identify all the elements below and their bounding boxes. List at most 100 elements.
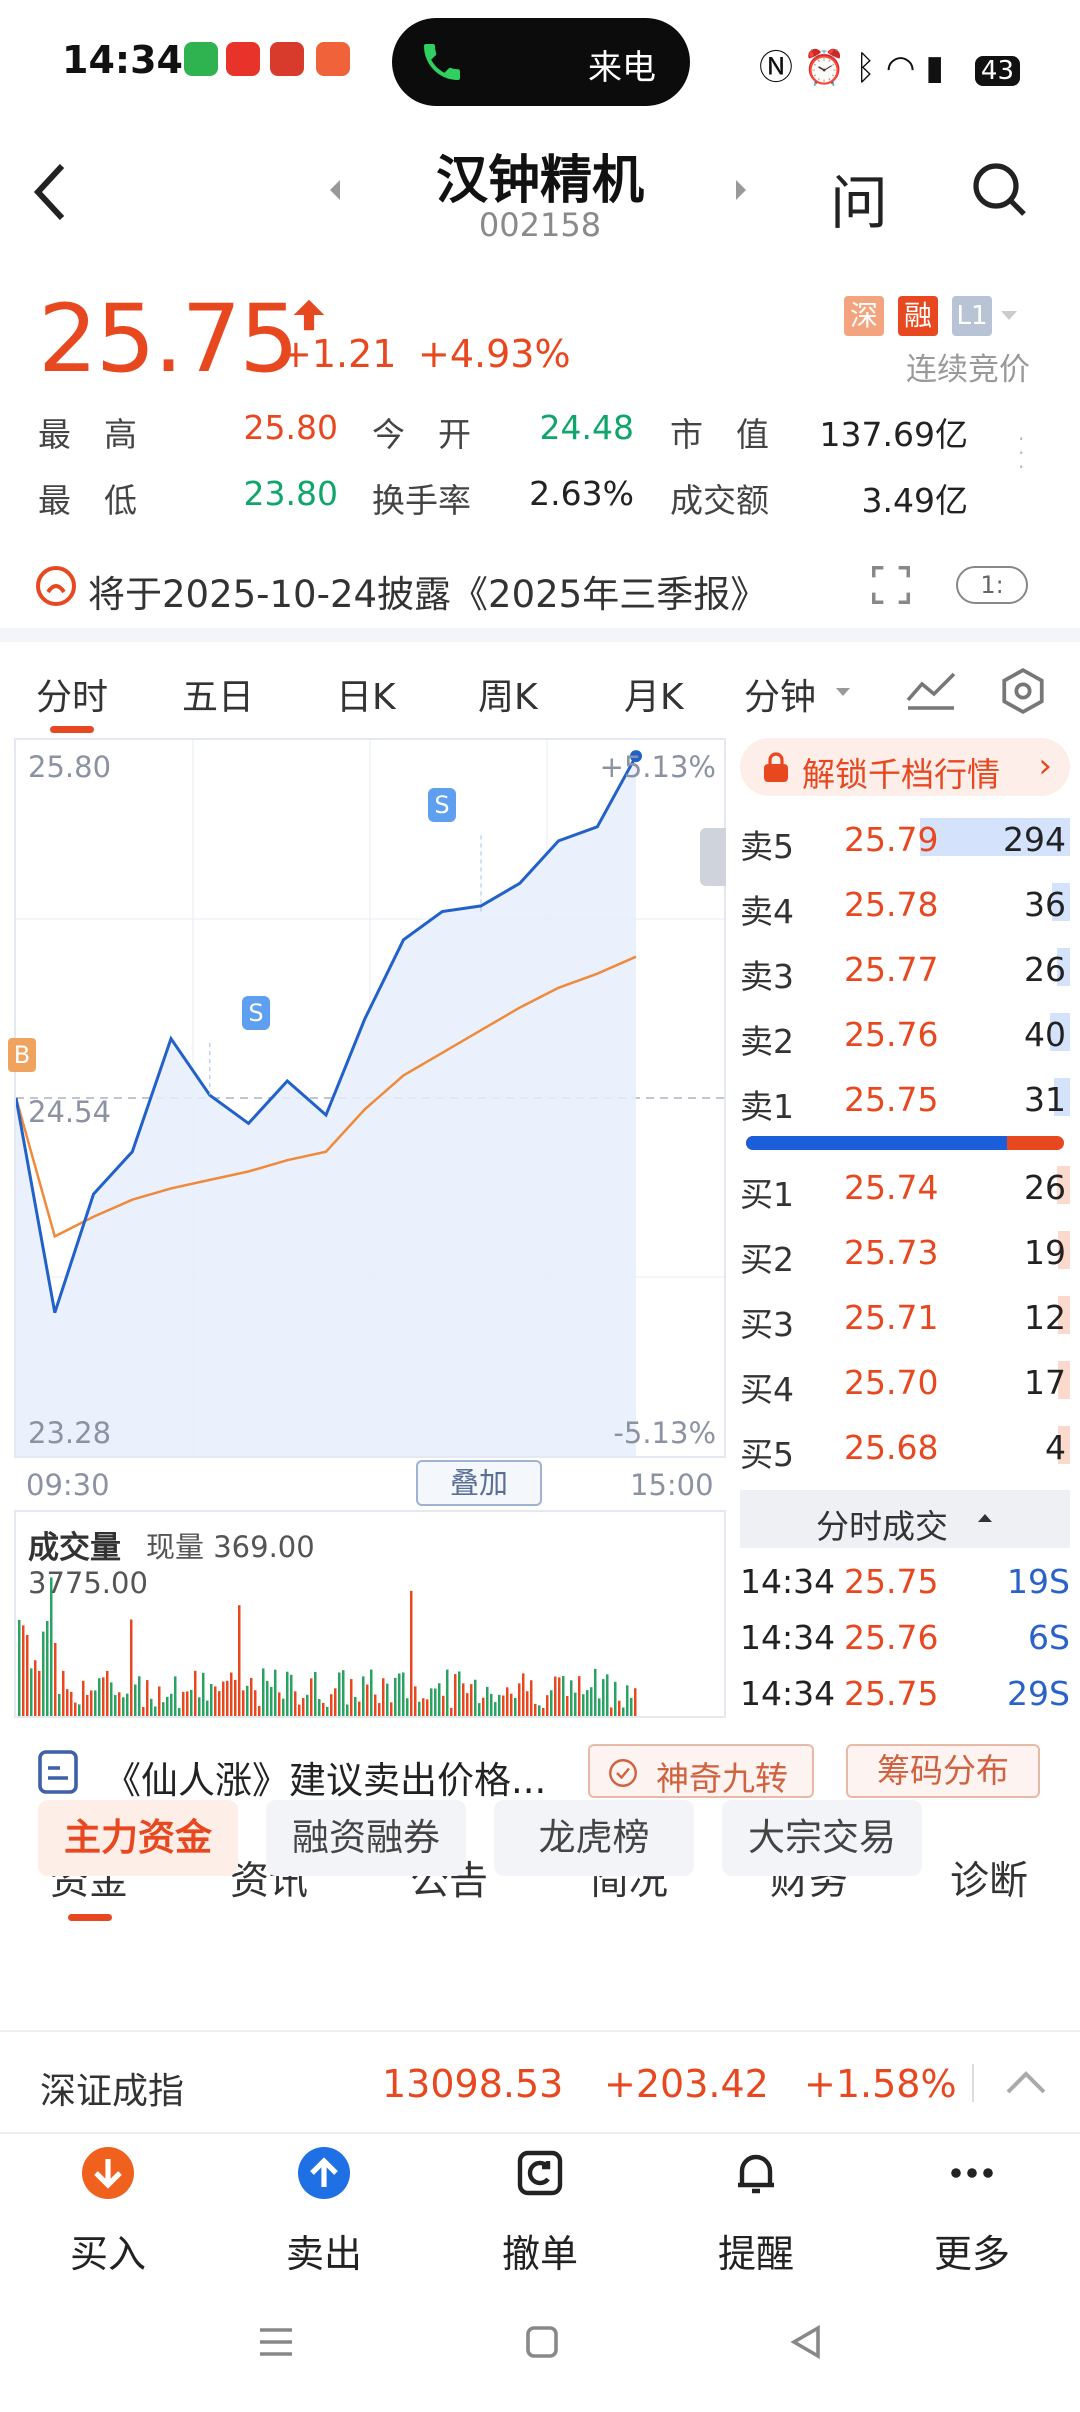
level-tag[interactable]: L1 [952,296,992,336]
volume-bar [330,1694,333,1716]
index-ticker[interactable]: 深证成指 13098.53 +203.42 +1.58% [0,2030,1080,2134]
volume-bar [438,1683,441,1716]
volume-bar [386,1683,389,1716]
back-nav-icon[interactable] [786,2322,826,2362]
tab-intraday[interactable]: 分时 [36,677,109,718]
volume-bar [110,1682,113,1716]
pill-block-trade[interactable]: 大宗交易 [722,1800,922,1876]
ask-row[interactable]: 卖3 25.77 26 [740,940,1070,1000]
expand-handle[interactable] [700,828,726,886]
ask-row[interactable]: 卖4 25.78 36 [740,875,1070,935]
signal-text[interactable]: 《仙人涨》建议卖出价格... [104,1759,547,1802]
ask-row[interactable]: 卖5 25.79 294 [740,810,1070,870]
volume-bar [594,1668,597,1716]
volume-bar [558,1677,561,1716]
settings-hex-icon[interactable] [998,666,1048,716]
chevron-up-icon[interactable] [1004,2068,1048,2096]
tab-five-day[interactable]: 五日 [182,677,255,718]
time-start-label: 09:30 [26,1468,110,1502]
volume-bar [622,1707,625,1716]
bid-row[interactable]: 买1 25.74 26 [740,1158,1070,1218]
buy-button[interactable]: 买入 [38,2145,178,2278]
bid-level-label: 买3 [740,1305,794,1344]
search-icon[interactable] [970,160,1030,220]
sell-button[interactable]: 卖出 [254,2145,394,2278]
unlock-depth-button[interactable]: 解锁千档行情 › [740,738,1070,796]
menu-nav-icon[interactable] [256,2322,296,2362]
screenshot-icon[interactable] [868,562,914,608]
volume-chart[interactable]: 成交量 现量 369.00 3775.00 [14,1510,726,1718]
ask-row[interactable]: 卖2 25.76 40 [740,1005,1070,1065]
back-icon[interactable] [30,162,70,222]
bid-level-label: 买5 [740,1435,794,1474]
last-price-dot [630,750,642,763]
tab-minute[interactable]: 分钟 [744,677,817,718]
more-button[interactable]: 更多 [902,2145,1042,2278]
check-circle-icon [609,1759,637,1787]
ask-button[interactable]: 问 [830,169,889,237]
volume-bar [442,1695,445,1716]
sell-marker[interactable]: S [428,788,456,822]
buy-marker[interactable]: B [8,1038,36,1072]
volume-bar [50,1577,53,1716]
tab-monthly-k[interactable]: 月K [624,677,684,718]
pill-main-funds[interactable]: 主力资金 [38,1800,238,1876]
volume-bar [234,1679,237,1716]
alarm-icon: ⏰ [802,48,856,88]
trading-status: 连续竞价 [906,352,1030,388]
volume-bar [258,1705,261,1716]
indicator-icon[interactable] [904,668,958,712]
overlay-button[interactable]: 叠加 [416,1460,542,1506]
volume-bar [326,1706,329,1716]
bid-row[interactable]: 买5 25.68 4 [740,1418,1070,1478]
alert-label: 提醒 [717,2232,794,2276]
more-label: 更多 [933,2232,1010,2276]
chart-prevclose-label: 24.54 [28,1095,112,1129]
tab-daily-k[interactable]: 日K [336,677,396,718]
pill-margin[interactable]: 融资融券 [266,1800,466,1876]
prev-stock-icon[interactable] [328,178,342,202]
volume-bar [130,1619,133,1716]
chip-distribution-button[interactable]: 筹码分布 [846,1744,1040,1798]
ask-row[interactable]: 卖1 25.75 31 [740,1070,1070,1130]
volume-bar [338,1672,341,1716]
bid-volume: 26 [1024,1168,1066,1207]
stat-value-low: 23.80 [243,474,338,513]
volume-bar [198,1697,201,1716]
notice-count-badge[interactable]: 1: [956,566,1028,604]
volume-bar [502,1695,505,1716]
pill-dragon-tiger[interactable]: 龙虎榜 [494,1800,694,1876]
cancel-order-button[interactable]: 撤单 [470,2145,610,2278]
volume-bar [374,1694,377,1716]
magic-nine-button[interactable]: 神奇九转 [588,1744,814,1798]
volume-bar [242,1690,245,1716]
news-app-icon [270,42,304,76]
chevron-down-icon[interactable] [998,308,1020,324]
next-stock-icon[interactable] [734,178,748,202]
bid-price: 25.73 [844,1233,939,1272]
trades-header[interactable]: 分时成交 [740,1490,1070,1548]
earnings-notice[interactable]: 将于2025-10-24披露《2025年三季报》 [88,573,768,616]
buy-icon [82,2147,134,2199]
trade-row: 14:34 25.76 6S [740,1618,1070,1668]
sell-marker[interactable]: S [242,996,270,1030]
chevron-down-icon[interactable] [834,686,852,698]
home-nav-icon[interactable] [522,2322,562,2362]
bid-price: 25.70 [844,1363,939,1402]
volume-bar [454,1674,457,1716]
bid-row[interactable]: 买4 25.70 17 [740,1353,1070,1413]
section-divider [0,628,1080,642]
ask-volume-bar [1050,1013,1070,1051]
more-stats-icon[interactable]: · · · [1018,427,1025,479]
alert-button[interactable]: 提醒 [686,2145,826,2278]
tab-diagnosis[interactable]: 诊断 [950,1859,1029,1904]
intraday-chart[interactable]: 25.80 +5.13% 24.54 23.28 -5.13% B S S [8,738,726,1458]
volume-bar [450,1707,453,1716]
tab-weekly-k[interactable]: 周K [478,677,538,718]
index-pct: +1.58% [804,2062,957,2106]
volume-bar [578,1676,581,1716]
bid-row[interactable]: 买3 25.71 12 [740,1288,1070,1348]
volume-bar [602,1679,605,1716]
incoming-call-pill[interactable]: 来电 [392,18,690,106]
bid-row[interactable]: 买2 25.73 19 [740,1223,1070,1283]
